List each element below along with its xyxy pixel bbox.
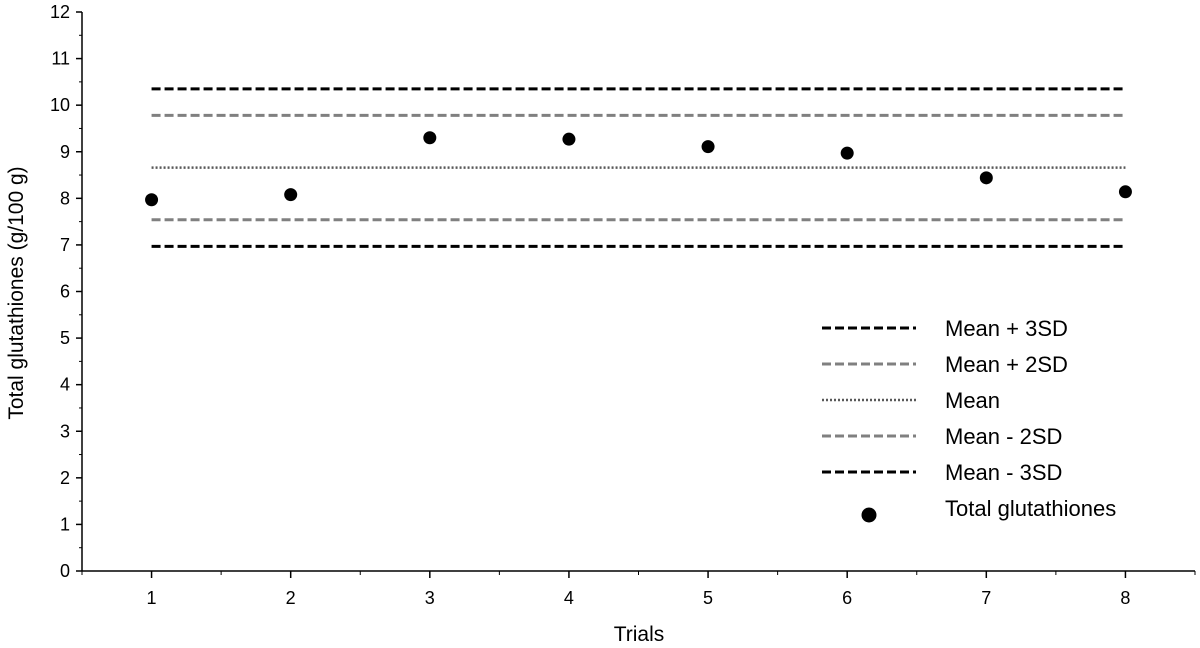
data-point	[979, 171, 993, 185]
legend-swatch-marker	[861, 507, 877, 523]
data-point	[840, 146, 854, 160]
y-tick-label: 4	[60, 375, 70, 395]
y-tick-label: 0	[60, 561, 70, 581]
x-axis-title: Trials	[614, 623, 665, 646]
y-tick-label: 11	[51, 49, 70, 69]
data-point	[562, 132, 576, 146]
data-point	[284, 188, 298, 202]
data-point	[145, 193, 159, 207]
y-tick-label: 2	[60, 468, 70, 488]
data-points	[145, 131, 1132, 207]
x-tick-label: 2	[286, 588, 296, 608]
data-point	[1118, 185, 1132, 199]
legend: Mean + 3SD Mean + 2SD Mean Mean - 2SD Mean -…	[822, 316, 1116, 523]
data-point	[423, 131, 437, 145]
y-tick-label: 10	[50, 95, 70, 115]
x-tick-label: 1	[147, 588, 157, 608]
x-tick-label: 7	[981, 588, 991, 608]
y-tick-label: 7	[60, 235, 70, 255]
legend-label: Mean + 2SD	[945, 352, 1068, 377]
y-tick-label: 6	[60, 282, 70, 302]
y-tick-label: 1	[60, 514, 70, 534]
legend-label: Mean - 2SD	[945, 424, 1062, 449]
x-tick-label: 4	[564, 588, 574, 608]
y-tick-label: 9	[60, 142, 70, 162]
reference-lines	[151, 87, 1126, 248]
x-tick-label: 3	[425, 588, 435, 608]
legend-label: Mean	[945, 388, 1000, 413]
x-tick-label: 6	[842, 588, 852, 608]
data-point	[701, 140, 715, 154]
y-axis-title: Total glutathiones (g/100 g)	[5, 166, 28, 419]
y-tick-label: 3	[60, 421, 70, 441]
legend-label: Total glutathiones	[945, 496, 1116, 521]
x-tick-label: 5	[703, 588, 713, 608]
legend-label: Mean + 3SD	[945, 316, 1068, 341]
y-tick-label: 5	[60, 328, 70, 348]
x-tick-label: 8	[1120, 588, 1130, 608]
y-tick-label: 12	[50, 2, 70, 22]
y-tick-label: 8	[60, 188, 70, 208]
legend-label: Mean - 3SD	[945, 460, 1062, 485]
